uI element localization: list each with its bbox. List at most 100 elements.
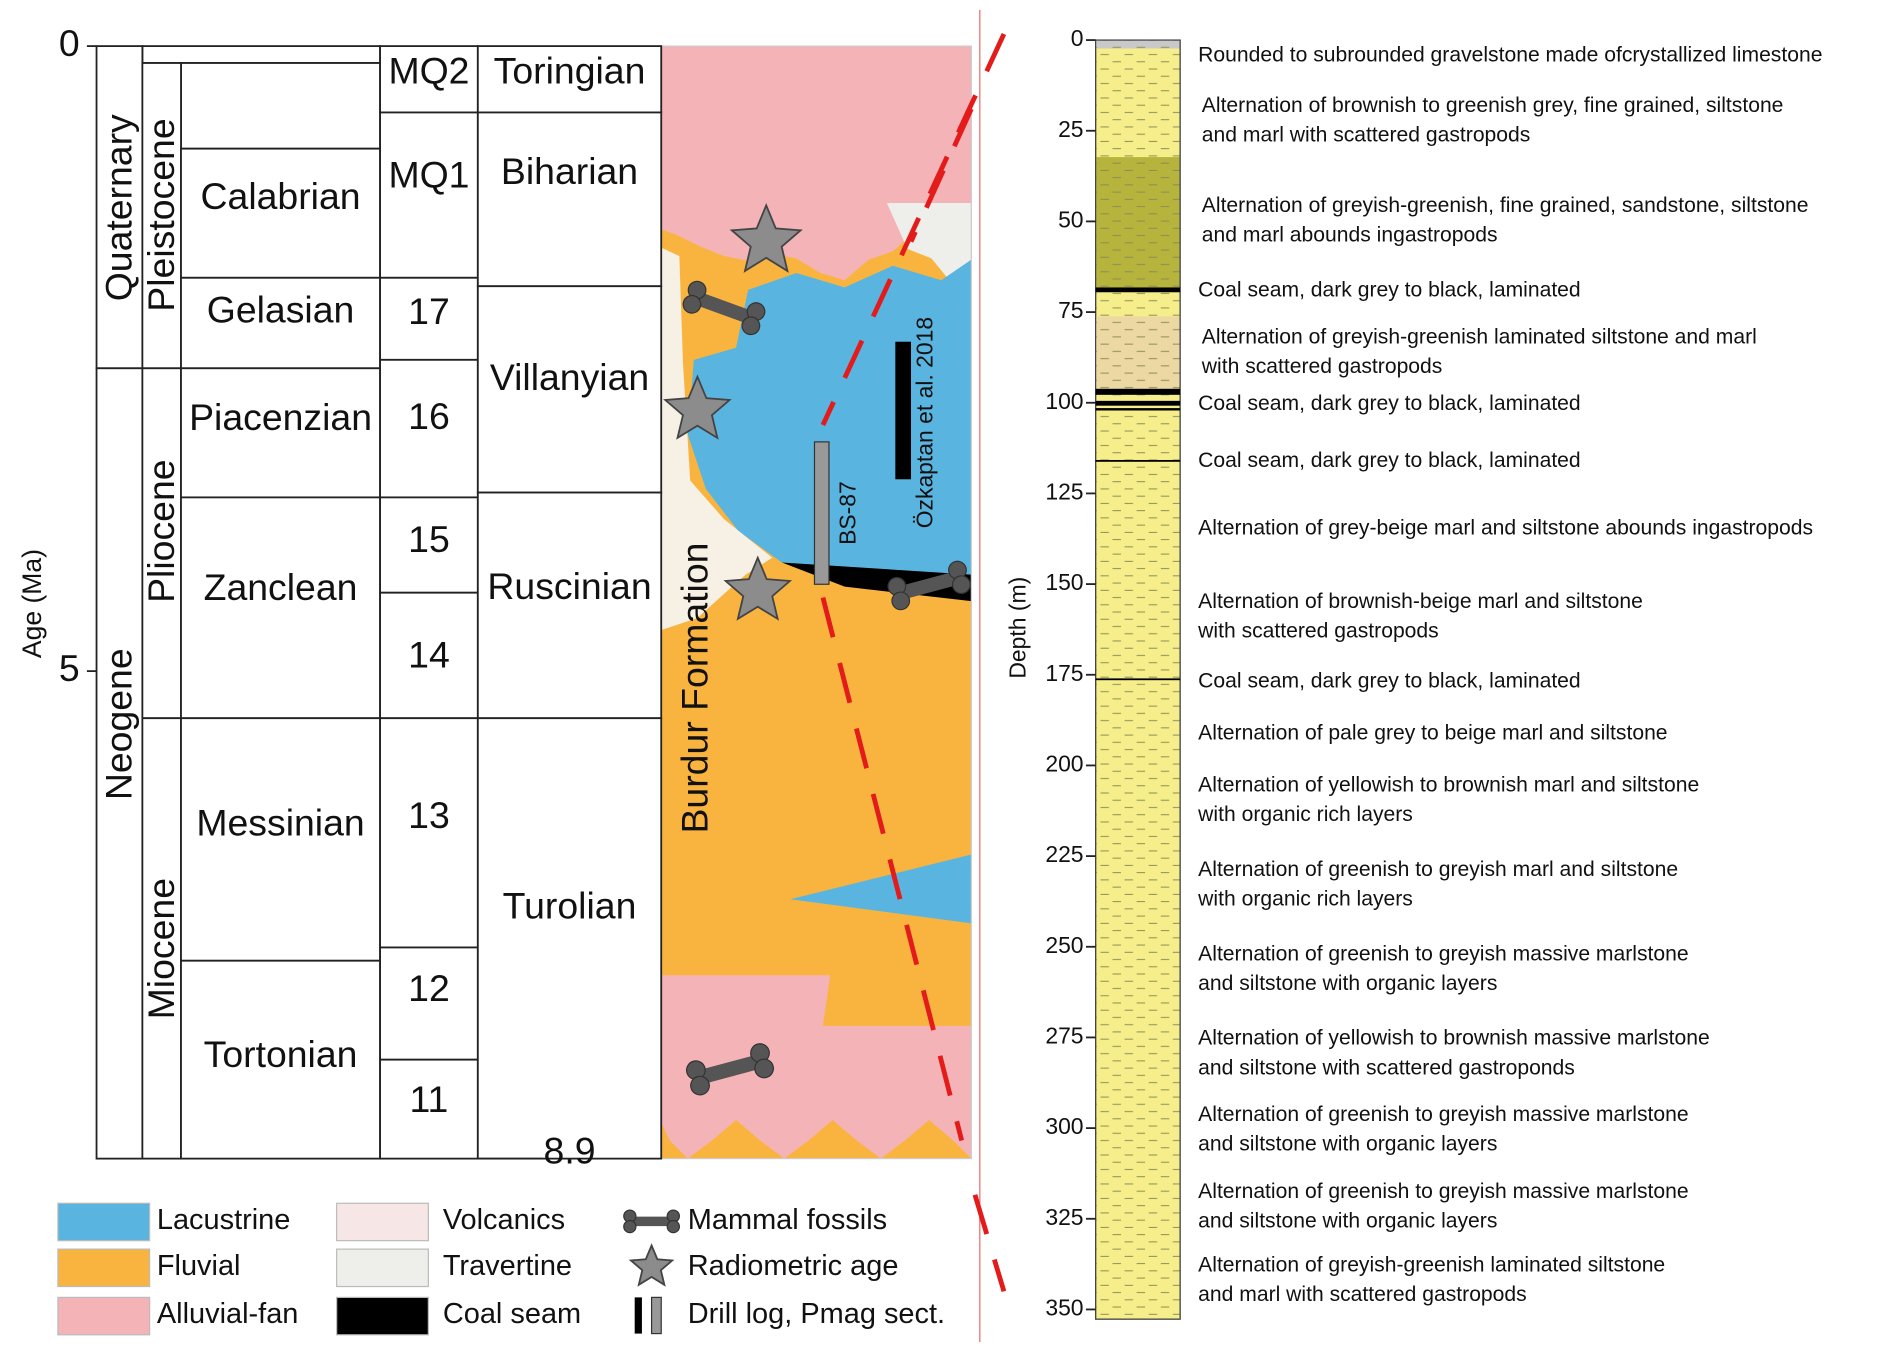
correlation-line xyxy=(820,33,1007,427)
layer-description: Coal seam, dark grey to black, laminated xyxy=(1198,279,1581,302)
layer-description: Alternation of greenish to greyish massi… xyxy=(1198,942,1688,965)
volcanics xyxy=(661,247,773,631)
strat-label: MQ1 xyxy=(388,154,469,196)
layer-description: with organic rich layers xyxy=(1197,887,1413,910)
coal-band xyxy=(1095,287,1181,293)
coal-band xyxy=(1095,388,1181,395)
travertine xyxy=(886,202,972,286)
legend-swatch xyxy=(336,1296,429,1336)
layer-description: Alternation of grey-beige marl and silts… xyxy=(1198,516,1813,539)
strat-label: Biharian xyxy=(501,150,638,192)
layer-description: Coal seam, dark grey to black, laminated xyxy=(1198,449,1581,472)
strat-cell xyxy=(180,367,381,499)
legend-label: Radiometric age xyxy=(688,1250,899,1282)
radiometric-age xyxy=(729,203,803,273)
lacustrine xyxy=(687,259,972,582)
strat-label: MQ2 xyxy=(388,50,469,92)
pmag-label: Özkaptan et al. 2018 xyxy=(912,317,938,528)
legend-swatch xyxy=(57,1248,151,1288)
depth-axis-label: Depth (m) xyxy=(1005,577,1031,679)
layer-description: Coal seam, dark grey to black, laminated xyxy=(1198,670,1581,693)
coal-band xyxy=(1095,678,1181,681)
top-cell xyxy=(141,45,381,64)
layer-description: Alternation of greyish-greenish, fine gr… xyxy=(1202,194,1809,217)
legend-label: Fluvial xyxy=(157,1250,241,1282)
legend-swatch xyxy=(336,1202,429,1242)
strat-label: 16 xyxy=(408,395,450,437)
strat-cell xyxy=(180,276,381,370)
depth-tick-label: 100 xyxy=(1045,388,1083,414)
bone-knob xyxy=(754,1058,775,1079)
bone-shaft xyxy=(897,570,962,601)
coal-band xyxy=(1095,408,1181,411)
bone-knob xyxy=(690,1075,710,1096)
radiometric-age xyxy=(723,555,793,621)
layer-description: Coal seam, dark grey to black, laminated xyxy=(1198,392,1581,415)
bone-knob xyxy=(741,316,761,336)
legend-label: Volcanics xyxy=(443,1204,565,1236)
pmag-section xyxy=(895,341,912,480)
layer-description: Alternation of greenish to greyish massi… xyxy=(1198,1103,1688,1126)
layer-description: and siltstone with organic layers xyxy=(1198,1210,1497,1233)
strat-cell xyxy=(476,717,663,1160)
layer-description: Alternation of yellowish to brownish mar… xyxy=(1198,773,1699,796)
strat-label: Villanyian xyxy=(490,356,649,398)
bone-knob xyxy=(666,1219,680,1234)
strat-label: Neogene xyxy=(98,648,140,800)
strat-label: Tortonian xyxy=(204,1033,358,1075)
depth-tick-label: 50 xyxy=(1058,206,1083,232)
coal-band xyxy=(1095,459,1181,462)
correlation-lines xyxy=(820,33,1007,1293)
strat-cell xyxy=(180,959,381,1160)
lacustrine xyxy=(790,854,972,924)
legend-label: Travertine xyxy=(443,1250,572,1282)
strat-cell xyxy=(476,45,663,114)
strat-label: 15 xyxy=(408,518,450,560)
age-tick-label: 0 xyxy=(59,22,80,64)
mammal-fossil xyxy=(623,1209,680,1234)
mammal-fossil xyxy=(682,280,766,336)
strat-cell xyxy=(180,496,381,720)
coal-band xyxy=(1095,400,1181,406)
layer-description: Alternation of greyish-greenish laminate… xyxy=(1202,326,1757,349)
mammal-fossil xyxy=(686,1043,775,1096)
bone-shaft xyxy=(692,290,756,326)
depth-tick-label: 300 xyxy=(1045,1113,1083,1139)
strat-label: Messinian xyxy=(196,801,364,843)
alluvial-fan xyxy=(661,46,972,281)
strat-label: Toringian xyxy=(494,50,646,92)
legend-swatch xyxy=(57,1296,151,1336)
mammal-fossil xyxy=(887,560,971,611)
strat-label: Pleistocene xyxy=(140,118,182,311)
layer-description: and marl with scattered gastropods xyxy=(1202,124,1531,147)
strat-label: Quaternary xyxy=(98,114,140,301)
depth-tick-label: 200 xyxy=(1045,750,1083,776)
strat-label: Zanclean xyxy=(204,566,358,608)
layer-description: Alternation of greenish to greyish marl … xyxy=(1198,858,1678,881)
depth-tick-label: 150 xyxy=(1045,569,1083,595)
legend-drill xyxy=(650,1296,662,1335)
layer-description: Alternation of brownish to greenish grey… xyxy=(1202,94,1784,117)
strat-label: Gelasian xyxy=(207,289,355,331)
layer-description: and marl with scattered gastropods xyxy=(1198,1283,1527,1306)
strat-cell xyxy=(95,45,144,370)
layer-description: Alternation of yellowish to brownish mas… xyxy=(1198,1027,1710,1050)
strat-cell xyxy=(180,147,381,279)
correlation-line xyxy=(908,107,974,243)
bone-knob xyxy=(951,575,971,595)
legend-label: Alluvial-fan xyxy=(157,1298,299,1330)
alluvial-fan xyxy=(661,975,972,1159)
strat-cell xyxy=(476,491,663,720)
strat-cell xyxy=(379,591,479,720)
drill-log-label: BS-87 xyxy=(835,481,861,545)
correlation-line xyxy=(820,596,965,1142)
depth-tick-label: 250 xyxy=(1045,932,1083,958)
depth-tick-label: 25 xyxy=(1058,116,1083,142)
depth-tick-label: 325 xyxy=(1045,1204,1083,1230)
strat-cell xyxy=(379,496,479,594)
strat-label: Piacenzian xyxy=(189,396,372,438)
legend-label: Lacustrine xyxy=(157,1204,291,1236)
strat-label: Miocene xyxy=(140,878,182,1019)
strat-label: 13 xyxy=(408,794,450,836)
